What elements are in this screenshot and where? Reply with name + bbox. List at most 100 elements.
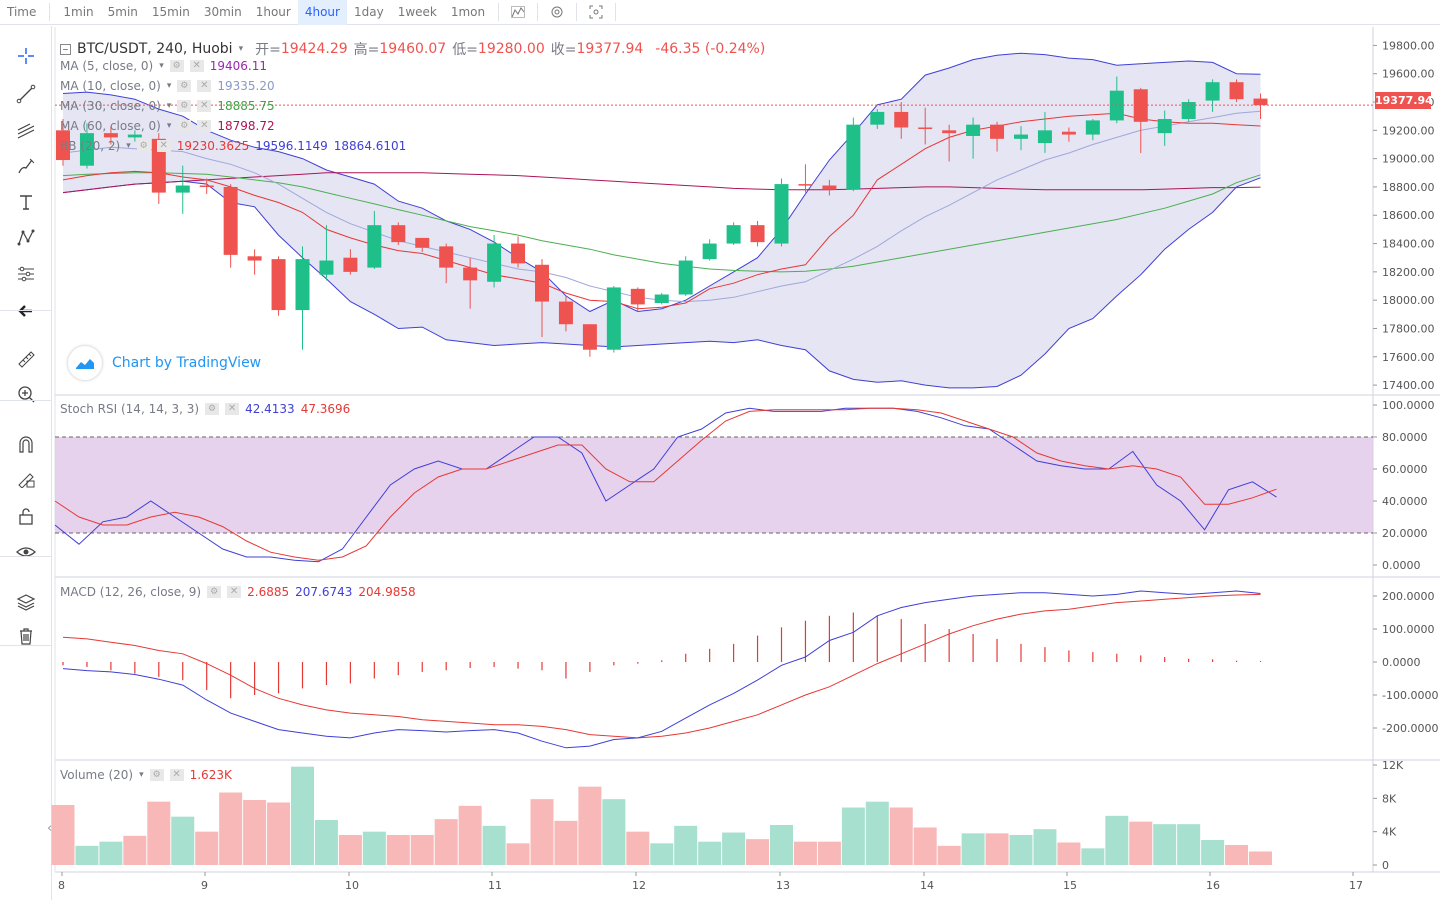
bb-legend[interactable]: BB (20, 2) ▾ ⚙ ✕ 19230.3625 19596.1149 18… — [60, 139, 406, 153]
candle-body — [1229, 82, 1244, 100]
ma5-value: 19406.11 — [209, 59, 267, 73]
timeframe-15min[interactable]: 15min — [151, 4, 190, 19]
volume-bar — [1033, 829, 1057, 865]
layers-icon[interactable] — [10, 586, 42, 618]
bollinger-band-fill — [63, 53, 1261, 388]
symbol-name[interactable]: BTC/USDT, 240, Huobi — [77, 41, 233, 57]
text-icon[interactable] — [10, 186, 42, 218]
brush-icon[interactable] — [10, 150, 42, 182]
volume-bar — [362, 831, 386, 865]
fib-icon[interactable] — [10, 114, 42, 146]
back-arrow-icon[interactable] — [10, 295, 42, 327]
chart-type-icon[interactable] — [505, 0, 531, 24]
close-icon[interactable]: ✕ — [169, 769, 184, 781]
volume-bar — [913, 827, 937, 865]
ruler-icon[interactable] — [10, 343, 42, 375]
macd-legend[interactable]: MACD (12, 26, close, 9) ⚙ ✕ 2.6885 207.67… — [60, 585, 416, 599]
volume-bar — [171, 816, 195, 865]
candle-body — [223, 186, 238, 255]
ma30-dropdown-icon[interactable]: ▾ — [166, 101, 172, 111]
timeframe-1mon[interactable]: 1mon — [450, 4, 486, 19]
candle-body — [535, 264, 549, 302]
timeframe-5min[interactable]: 5min — [107, 4, 138, 19]
gear-icon[interactable]: ⚙ — [177, 120, 192, 132]
gear-icon[interactable]: ⚙ — [177, 100, 192, 112]
zoom-icon[interactable] — [10, 378, 42, 410]
volume-bar — [817, 841, 841, 865]
magnet-icon[interactable] — [10, 428, 42, 460]
ma5-dropdown-icon[interactable]: ▾ — [159, 61, 164, 71]
y-tick-label: 60.0000 — [1382, 463, 1428, 476]
trash-icon[interactable] — [10, 620, 42, 652]
macd-label: MACD (12, 26, close, 9) — [60, 585, 202, 599]
ma5-legend[interactable]: MA (5, close, 0) ▾ ⚙ ✕ 19406.11 — [60, 59, 267, 73]
eye-icon[interactable] — [10, 536, 42, 568]
volume-bar — [1249, 851, 1272, 865]
ma30-label: MA (30, close, 0) — [60, 99, 161, 113]
gear-icon[interactable]: ⚙ — [169, 60, 184, 72]
ma30-legend[interactable]: MA (30, close, 0) ▾ ⚙ ✕ 18885.75 — [60, 99, 275, 113]
candle-body — [343, 257, 358, 272]
gear-icon[interactable]: ⚙ — [207, 586, 222, 598]
prediction-icon[interactable] — [10, 258, 42, 290]
symbol-dropdown-icon[interactable]: ▾ — [238, 44, 244, 54]
volume-legend[interactable]: Volume (20) ▾ ⚙ ✕ 1.623K — [60, 768, 232, 782]
close-icon[interactable]: ✕ — [227, 586, 242, 598]
fullscreen-icon[interactable] — [583, 0, 609, 24]
ma10-label: MA (10, close, 0) — [60, 79, 161, 93]
close-icon[interactable]: ✕ — [197, 80, 212, 92]
volume-dropdown-icon[interactable]: ▾ — [139, 770, 144, 780]
timeframe-toolbar: Time 1min 5min 15min 30min 1hour 4hour 1day 1wee… — [0, 0, 1440, 25]
candle-body — [199, 185, 214, 188]
pattern-icon[interactable] — [10, 222, 42, 254]
gear-icon[interactable]: ⚙ — [177, 80, 192, 92]
timeframe-1week[interactable]: 1week — [397, 4, 437, 19]
close-icon[interactable]: ✕ — [189, 60, 204, 72]
stoch-legend[interactable]: Stoch RSI (14, 14, 3, 3) ⚙ ✕ 42.4133 47.3… — [60, 402, 350, 416]
gear-icon[interactable]: ⚙ — [205, 403, 220, 415]
timeframe-30min[interactable]: 30min — [203, 4, 242, 19]
crosshair-icon[interactable] — [10, 40, 42, 72]
volume-bar — [961, 833, 985, 865]
timeframe-4hour[interactable]: 4hour — [297, 0, 347, 25]
timeframe-1hour[interactable]: 1hour — [255, 4, 291, 19]
candle-body — [606, 287, 621, 350]
lock-drawing-icon[interactable] — [10, 462, 42, 494]
gear-icon[interactable]: ⚙ — [149, 769, 164, 781]
close-icon[interactable]: ✕ — [197, 100, 212, 112]
timeframe-1min[interactable]: 1min — [63, 4, 94, 19]
sidebar-divider — [0, 400, 52, 401]
volume-bar — [99, 841, 123, 865]
candle-body — [678, 260, 693, 295]
close-icon[interactable]: ✕ — [197, 120, 212, 132]
y-tick-label: 8K — [1382, 792, 1397, 805]
ma60-legend[interactable]: MA (60, close, 0) ▾ ⚙ ✕ 18798.72 — [60, 119, 275, 133]
close-icon[interactable]: ✕ — [156, 140, 171, 152]
trendline-icon[interactable] — [10, 78, 42, 110]
watermark-text: Chart by TradingView — [112, 355, 262, 371]
timeframe-1day[interactable]: 1day — [353, 4, 384, 19]
macd-line-value: 207.6743 — [295, 585, 353, 599]
close-icon[interactable]: ✕ — [225, 403, 240, 415]
gear-icon[interactable]: ⚙ — [136, 140, 151, 152]
tradingview-watermark[interactable]: Chart by TradingView — [68, 346, 261, 380]
volume-bar — [386, 835, 410, 865]
bollinger-upper-line — [62, 52, 1261, 313]
candle-body — [151, 138, 166, 193]
y-tick-label: 40.0000 — [1382, 495, 1428, 508]
bb-dropdown-icon[interactable]: ▾ — [126, 141, 131, 151]
volume-bar — [793, 841, 817, 865]
timeframe-time[interactable]: Time — [7, 4, 37, 19]
bb-label: BB (20, 2) — [60, 139, 121, 153]
ma60-dropdown-icon[interactable]: ▾ — [166, 121, 172, 131]
ma10-dropdown-icon[interactable]: ▾ — [166, 81, 172, 91]
ma30-line — [62, 172, 1261, 273]
ma10-legend[interactable]: MA (10, close, 0) ▾ ⚙ ✕ 19335.20 — [60, 79, 275, 93]
lock-icon[interactable] — [10, 500, 42, 532]
drawing-toolbar — [0, 26, 52, 900]
x-tick-label: 15 — [1063, 879, 1077, 892]
collapse-icon[interactable] — [60, 43, 71, 55]
volume-bar — [865, 801, 889, 865]
settings-icon[interactable] — [544, 0, 570, 24]
